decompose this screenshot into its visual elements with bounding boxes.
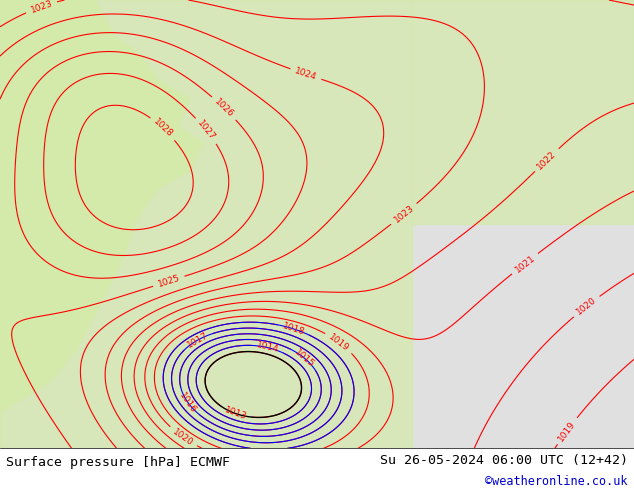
Text: 1027: 1027 [196,119,217,143]
Polygon shape [412,0,634,224]
Text: 1017: 1017 [185,331,210,350]
Text: 1019: 1019 [327,332,351,353]
Text: Su 26-05-2024 06:00 UTC (12+42): Su 26-05-2024 06:00 UTC (12+42) [380,454,628,466]
Polygon shape [0,0,412,448]
Polygon shape [0,448,634,490]
Text: 1023: 1023 [29,0,54,15]
Polygon shape [0,0,203,448]
Text: 1014: 1014 [256,341,280,355]
Text: 1024: 1024 [294,66,318,82]
Text: 1015: 1015 [293,347,316,369]
Text: ©weatheronline.co.uk: ©weatheronline.co.uk [485,475,628,488]
Text: 1028: 1028 [152,117,174,140]
Text: 1018: 1018 [281,321,306,337]
Text: 1016: 1016 [178,391,198,415]
Text: 1025: 1025 [157,273,181,289]
Text: 1022: 1022 [536,149,558,171]
Text: 1026: 1026 [213,97,235,120]
Text: 1020: 1020 [575,296,598,317]
Text: 1023: 1023 [392,203,416,225]
Text: 1019: 1019 [557,419,578,443]
Text: 1020: 1020 [171,427,195,447]
Text: 1013: 1013 [223,406,248,422]
Text: 1021: 1021 [513,253,537,274]
Text: Surface pressure [hPa] ECMWF: Surface pressure [hPa] ECMWF [6,456,230,469]
Polygon shape [0,0,634,448]
